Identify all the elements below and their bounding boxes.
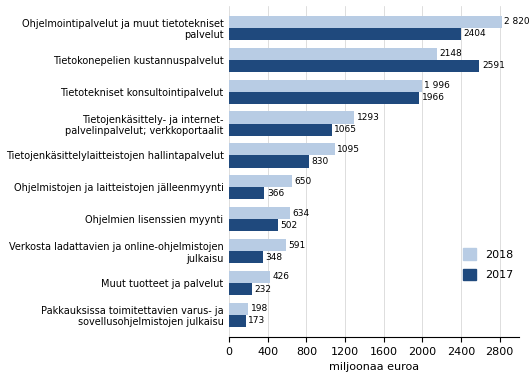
Text: 426: 426	[272, 273, 290, 281]
Bar	[229, 207, 290, 219]
Text: 2404: 2404	[464, 29, 487, 39]
Text: 634: 634	[293, 209, 310, 218]
Bar	[229, 143, 335, 155]
Bar	[229, 16, 501, 28]
Bar	[229, 315, 246, 327]
Text: 173: 173	[248, 316, 266, 325]
Bar	[229, 251, 263, 263]
Bar	[229, 79, 422, 91]
Text: 2591: 2591	[482, 61, 505, 70]
Legend: 2018, 2017: 2018, 2017	[463, 248, 514, 280]
Text: 198: 198	[251, 304, 268, 313]
Bar	[229, 48, 436, 60]
Text: 2148: 2148	[439, 49, 462, 58]
Text: 348: 348	[265, 253, 282, 262]
Bar	[229, 187, 264, 200]
Text: 502: 502	[280, 221, 297, 230]
Text: 830: 830	[312, 157, 329, 166]
Bar	[229, 303, 248, 315]
Bar	[229, 60, 479, 72]
Text: 2 820: 2 820	[504, 17, 529, 26]
Bar	[229, 271, 270, 283]
Text: 1095: 1095	[338, 145, 360, 154]
Bar	[229, 239, 286, 251]
X-axis label: miljoonaa euroa: miljoonaa euroa	[329, 363, 419, 372]
Bar	[229, 91, 419, 104]
Bar	[229, 124, 332, 136]
Text: 1065: 1065	[334, 125, 358, 134]
Bar	[229, 112, 354, 124]
Text: 232: 232	[254, 285, 271, 294]
Text: 591: 591	[289, 240, 306, 249]
Text: 1293: 1293	[357, 113, 379, 122]
Bar	[229, 28, 461, 40]
Text: 1 996: 1 996	[424, 81, 450, 90]
Bar	[229, 219, 278, 231]
Bar	[229, 155, 309, 167]
Bar	[229, 283, 251, 295]
Text: 366: 366	[267, 189, 284, 198]
Text: 650: 650	[294, 177, 312, 186]
Bar	[229, 175, 292, 187]
Text: 1966: 1966	[422, 93, 444, 102]
